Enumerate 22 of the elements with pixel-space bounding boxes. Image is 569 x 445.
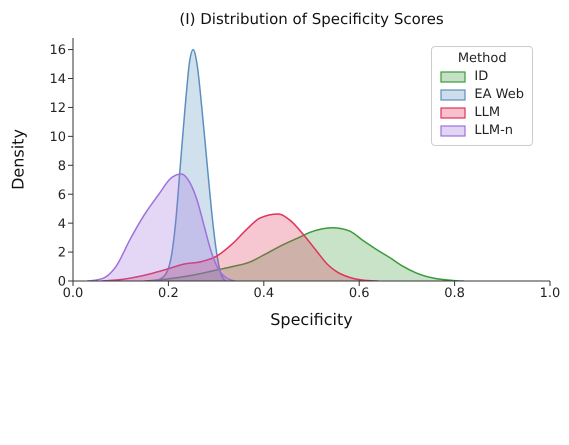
y-tick-label: 2: [58, 246, 66, 261]
x-tick-label: 0.0: [62, 286, 84, 302]
y-axis-title: Density: [8, 129, 28, 190]
x-tick-label: 1.0: [540, 286, 560, 302]
legend-label: ID: [474, 69, 488, 84]
y-tick-label: 8: [58, 158, 66, 174]
y-tick-label: 16: [49, 43, 66, 58]
chart-title: (I) Distribution of Specificity Scores: [178, 10, 445, 28]
x-tick-label: 0.6: [348, 286, 370, 302]
x-tick-label: 0.4: [253, 286, 274, 302]
legend-label: EA Web: [474, 87, 524, 102]
x-axis-title: Specificity: [270, 310, 353, 329]
legend-label: LLM-n: [474, 123, 514, 138]
y-tick-label: 10: [49, 130, 66, 145]
legend-label: LLM: [474, 105, 500, 120]
y-tick-label: 14: [49, 72, 66, 88]
y-tick-label: 6: [58, 188, 66, 203]
y-tick-label: 4: [58, 216, 66, 232]
x-tick-label: 0.2: [158, 286, 179, 302]
y-tick-label: 12: [49, 101, 66, 116]
x-tick-label: 0.8: [444, 286, 465, 302]
legend-title: Method: [456, 51, 508, 66]
